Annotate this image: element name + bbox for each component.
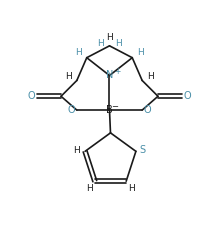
Text: O: O (28, 91, 35, 101)
Text: O: O (144, 105, 152, 115)
Text: O: O (184, 91, 191, 101)
Text: S: S (139, 145, 145, 155)
Text: H: H (116, 39, 122, 48)
Text: H: H (128, 184, 135, 193)
Text: −: − (111, 102, 118, 111)
Text: +: + (114, 68, 120, 76)
Text: N: N (106, 70, 114, 81)
Text: H: H (86, 184, 93, 193)
Text: H: H (73, 146, 79, 155)
Text: O: O (67, 105, 75, 115)
Text: H: H (137, 48, 144, 57)
Text: H: H (97, 39, 103, 48)
Text: H: H (75, 48, 82, 57)
Text: H: H (106, 33, 113, 42)
Text: B: B (106, 105, 113, 115)
Text: H: H (65, 72, 72, 81)
Text: H: H (147, 72, 154, 81)
